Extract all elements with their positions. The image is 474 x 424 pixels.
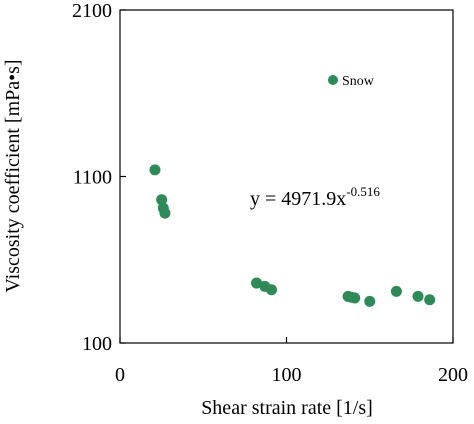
- data-points: [149, 164, 436, 307]
- trendline-equation: y = 4971.9x-0.516: [250, 184, 380, 210]
- y-axis-label: Viscosity coefficient [mPa•s]: [2, 59, 24, 292]
- x-tick-label-2: 200: [438, 364, 468, 386]
- x-tick-label-0: 0: [115, 364, 125, 386]
- data-point: [251, 277, 263, 289]
- trendline-equation-base: y = 4971.9x: [250, 188, 346, 210]
- data-point: [156, 194, 168, 206]
- trendline-equation-exponent: -0.516: [346, 184, 380, 199]
- legend-marker-snow: [328, 75, 338, 85]
- data-point: [159, 207, 171, 219]
- legend: Snow: [328, 74, 375, 89]
- data-point: [364, 295, 376, 307]
- axis-ticks: [119, 9, 454, 344]
- x-tick-label-1: 100: [272, 364, 302, 386]
- data-point: [149, 164, 161, 176]
- data-point: [424, 294, 436, 306]
- plot-area: [119, 9, 454, 344]
- data-point: [349, 292, 361, 304]
- data-point: [266, 284, 278, 296]
- y-tick-label-0: 100: [82, 333, 112, 355]
- x-axis-label: Shear strain rate [1/s]: [201, 397, 373, 419]
- y-tick-label-1: 1100: [73, 167, 112, 189]
- data-point: [390, 285, 402, 297]
- y-tick-label-2: 2100: [72, 0, 112, 22]
- legend-label-snow: Snow: [342, 74, 375, 89]
- data-point: [412, 290, 424, 302]
